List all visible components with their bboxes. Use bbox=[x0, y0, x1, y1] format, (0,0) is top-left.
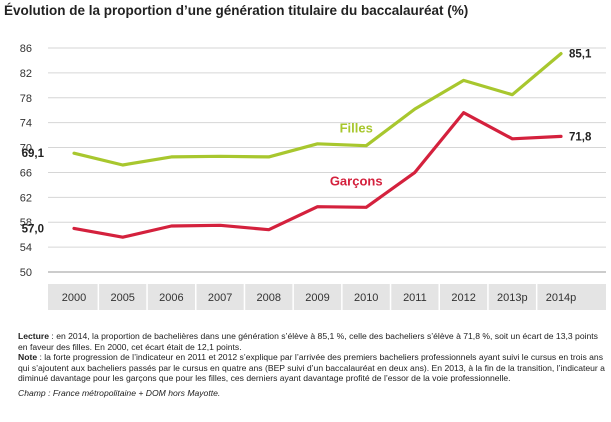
note-text: : la forte progression de l’indicateur e… bbox=[18, 352, 605, 384]
x-tick-label: 2000 bbox=[62, 292, 86, 304]
y-tick-label: 86 bbox=[20, 43, 32, 55]
series-lines bbox=[72, 51, 563, 239]
x-tick-label: 2007 bbox=[208, 292, 232, 304]
champ-note: Champ : France métropolitaine + DOM hors… bbox=[18, 387, 221, 398]
x-tick-label: 2005 bbox=[110, 292, 134, 304]
y-tick-label: 70 bbox=[20, 143, 32, 155]
x-tick-label: 2008 bbox=[257, 292, 281, 304]
x-tick-label: 2011 bbox=[403, 292, 427, 304]
y-tick-label: 82 bbox=[20, 68, 32, 80]
y-tick-label: 58 bbox=[20, 217, 32, 229]
y-tick-label: 50 bbox=[20, 267, 32, 279]
x-tick-label: 2009 bbox=[305, 292, 329, 304]
note-paragraph: Note : la forte progression de l’indicat… bbox=[18, 352, 606, 384]
x-tick-label: 2014p bbox=[546, 292, 577, 304]
start-value-label: 69,1 bbox=[22, 148, 45, 160]
end-value-label: 85,1 bbox=[569, 49, 592, 61]
lecture-note: Lecture : en 2014, la proportion de bach… bbox=[18, 331, 606, 352]
series-labels: 69,1 85,1 57,0 71,8 Filles Garçons bbox=[22, 49, 592, 236]
y-tick-label: 74 bbox=[20, 118, 32, 130]
lecture-text: : en 2014, la proportion de bachelières … bbox=[18, 331, 598, 352]
chart-title: Évolution de la proportion d’une générat… bbox=[4, 3, 469, 18]
x-axis-band: 2000 2005 2006 2007 2008 2009 2010 2011 2012 2013… bbox=[48, 284, 606, 310]
y-tick-label: 78 bbox=[20, 93, 32, 105]
series-line-garcons bbox=[72, 111, 563, 239]
start-value-label: 57,0 bbox=[22, 223, 44, 235]
lecture-label: Lecture bbox=[18, 331, 50, 341]
series-line-filles bbox=[72, 51, 563, 167]
chart-notes: Lecture : en 2014, la proportion de bach… bbox=[18, 331, 606, 399]
series-name-garcons: Garçons bbox=[330, 173, 383, 188]
y-tick-label: 66 bbox=[20, 167, 32, 179]
y-tick-label: 54 bbox=[20, 242, 32, 254]
x-tick-label: 2010 bbox=[354, 292, 378, 304]
grid-lines bbox=[48, 47, 606, 273]
x-tick-label: 2013p bbox=[497, 292, 528, 304]
note-label: Note bbox=[18, 352, 38, 363]
x-tick-label: 2006 bbox=[159, 292, 183, 304]
x-axis-band-bg bbox=[48, 284, 606, 310]
x-tick-label: 2012 bbox=[451, 292, 475, 304]
series-name-filles: Filles bbox=[340, 121, 373, 136]
y-tick-label: 62 bbox=[20, 192, 32, 204]
end-value-label: 71,8 bbox=[569, 131, 592, 143]
y-axis: 50 54 58 62 66 70 74 78 82 86 bbox=[20, 43, 32, 279]
